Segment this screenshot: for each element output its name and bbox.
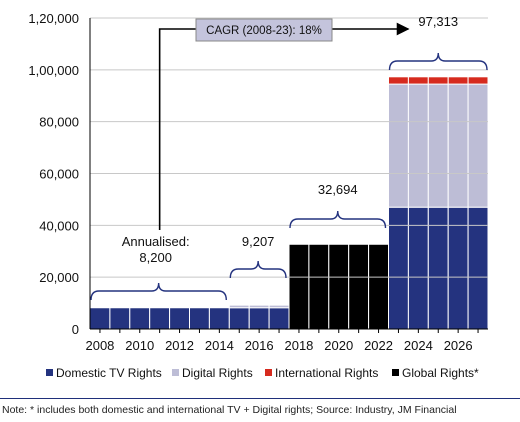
- bar-segment: [228, 304, 250, 309]
- bar-segment: [427, 83, 449, 208]
- y-tick-label: 1,00,000: [28, 63, 79, 78]
- bar-segment: [149, 307, 171, 330]
- bar-segment: [308, 243, 330, 330]
- bar-segment: [109, 307, 131, 330]
- bar-segment: [268, 304, 290, 309]
- bar-segment: [348, 243, 370, 330]
- annotations-layer: Annualised:8,200 9,207 32,694 97,313 CAGR (2…: [90, 14, 488, 301]
- bar-segment: [248, 304, 270, 309]
- bar-segment: [388, 83, 409, 208]
- bar-segment: [407, 83, 429, 208]
- bar-segment: [328, 243, 350, 330]
- bar-segment: [248, 307, 270, 330]
- annotation-2023-2027-value: 97,313: [418, 14, 458, 29]
- bar-segment: [407, 76, 429, 85]
- x-tick-label: 2022: [364, 338, 393, 353]
- annotation-annualised-value: 8,200: [139, 250, 172, 265]
- x-tick-label: 2018: [284, 338, 313, 353]
- bar-segment: [228, 307, 250, 330]
- y-tick-label: 60,000: [39, 167, 79, 182]
- legend-label: Digital Rights: [182, 366, 253, 380]
- x-tick-label: 2012: [165, 338, 194, 353]
- bar-segment: [208, 307, 230, 330]
- bar-segment: [467, 83, 489, 208]
- axis-layer: 0 20,000 40,000 60,000 80,000 1,00,000 1,20,00…: [28, 11, 488, 353]
- legend-swatch: [46, 369, 53, 376]
- x-tick-label: 2024: [404, 338, 433, 353]
- bar-segment: [189, 307, 210, 330]
- bar-segment: [447, 83, 469, 208]
- bar-segment: [368, 243, 390, 330]
- y-tick-label: 20,000: [39, 270, 79, 285]
- bar-segment: [129, 307, 151, 330]
- annotation-2015-2017-value: 9,207: [242, 234, 275, 249]
- divider: [0, 398, 520, 399]
- x-tick-label: 2020: [324, 338, 353, 353]
- annotation-annualised-label: Annualised:: [122, 234, 190, 249]
- bar-segment: [169, 307, 191, 330]
- brace-2008-2014: [90, 282, 227, 301]
- x-tick-label: 2026: [444, 338, 473, 353]
- cagr-arrow: [158, 22, 410, 230]
- legend-swatch: [265, 369, 272, 376]
- bar-segment: [288, 243, 310, 330]
- y-tick-label: 1,20,000: [28, 11, 79, 26]
- x-tick-label: 2010: [125, 338, 154, 353]
- bar-segment: [388, 76, 409, 85]
- brace-2015-2017: [229, 260, 287, 279]
- y-tick-label: 80,000: [39, 115, 79, 130]
- cagr-label: CAGR (2008-23): 18%: [206, 25, 322, 37]
- x-tick-label: 2014: [205, 338, 234, 353]
- annotation-2018-2022-value: 32,694: [318, 182, 358, 197]
- footnote: Note: * includes both domestic and inter…: [2, 404, 457, 416]
- cagr-box: [195, 18, 333, 42]
- chart-svg: 0 20,000 40,000 60,000 80,000 1,00,000 1,20,00…: [28, 11, 489, 380]
- x-tick-label: 2008: [85, 338, 114, 353]
- legend: Domestic TV Rights Digital Rights Internat…: [46, 366, 479, 380]
- brace-2023-2027: [388, 52, 488, 71]
- legend-label: Domestic TV Rights: [56, 366, 162, 380]
- y-tick-label: 40,000: [39, 218, 79, 233]
- legend-swatch: [392, 369, 399, 376]
- y-tick-label: 0: [72, 322, 79, 337]
- brace-2018-2022: [289, 210, 387, 229]
- legend-swatch: [172, 369, 179, 376]
- bar-segment: [427, 76, 449, 85]
- legend-label: Global Rights*: [402, 366, 479, 380]
- bar-segment: [467, 76, 489, 85]
- x-tick-label: 2016: [245, 338, 274, 353]
- bars-layer: [89, 76, 489, 330]
- bar-segment: [89, 307, 111, 330]
- legend-label: International Rights: [275, 366, 378, 380]
- bar-segment: [268, 307, 290, 330]
- bar-segment: [447, 76, 469, 85]
